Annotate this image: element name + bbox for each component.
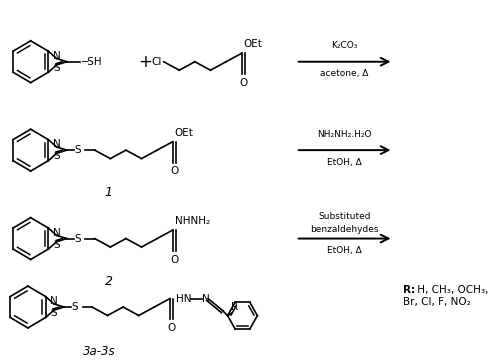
Text: ─SH: ─SH bbox=[81, 57, 102, 67]
Text: NHNH₂: NHNH₂ bbox=[174, 216, 210, 226]
Text: N: N bbox=[202, 293, 210, 304]
Text: S: S bbox=[54, 151, 60, 161]
Text: S: S bbox=[50, 308, 57, 318]
Text: 3a-3s: 3a-3s bbox=[83, 345, 116, 358]
Text: O: O bbox=[170, 166, 178, 177]
Text: S: S bbox=[54, 240, 60, 249]
Text: OEt: OEt bbox=[244, 39, 262, 49]
Text: H, CH₃, OCH₃,: H, CH₃, OCH₃, bbox=[414, 285, 488, 295]
Text: Substituted: Substituted bbox=[318, 212, 371, 221]
Text: 1: 1 bbox=[104, 186, 112, 199]
Text: EtOH, Δ: EtOH, Δ bbox=[327, 246, 362, 255]
Text: N: N bbox=[53, 51, 60, 61]
Text: Br, Cl, F, NO₂: Br, Cl, F, NO₂ bbox=[402, 297, 470, 307]
Text: N: N bbox=[50, 296, 58, 306]
Text: HN: HN bbox=[176, 293, 191, 304]
Text: Cl: Cl bbox=[152, 57, 162, 67]
Text: O: O bbox=[167, 323, 175, 333]
Text: NH₂NH₂.H₂O: NH₂NH₂.H₂O bbox=[318, 130, 372, 139]
Text: N: N bbox=[53, 227, 60, 238]
Text: +: + bbox=[138, 53, 152, 71]
Text: O: O bbox=[239, 78, 247, 88]
Text: acetone, Δ: acetone, Δ bbox=[320, 69, 369, 78]
Text: S: S bbox=[54, 63, 60, 73]
Text: R:: R: bbox=[402, 285, 415, 295]
Text: EtOH, Δ: EtOH, Δ bbox=[327, 158, 362, 167]
Text: K₂CO₃: K₂CO₃ bbox=[332, 41, 358, 50]
Text: S: S bbox=[74, 145, 82, 155]
Text: N: N bbox=[53, 139, 60, 149]
Text: O: O bbox=[170, 255, 178, 265]
Text: R: R bbox=[232, 302, 238, 312]
Text: benzaldehydes: benzaldehydes bbox=[310, 225, 379, 234]
Text: S: S bbox=[74, 234, 82, 244]
Text: S: S bbox=[72, 302, 78, 312]
Text: OEt: OEt bbox=[174, 128, 194, 138]
Text: 2: 2 bbox=[104, 275, 112, 288]
